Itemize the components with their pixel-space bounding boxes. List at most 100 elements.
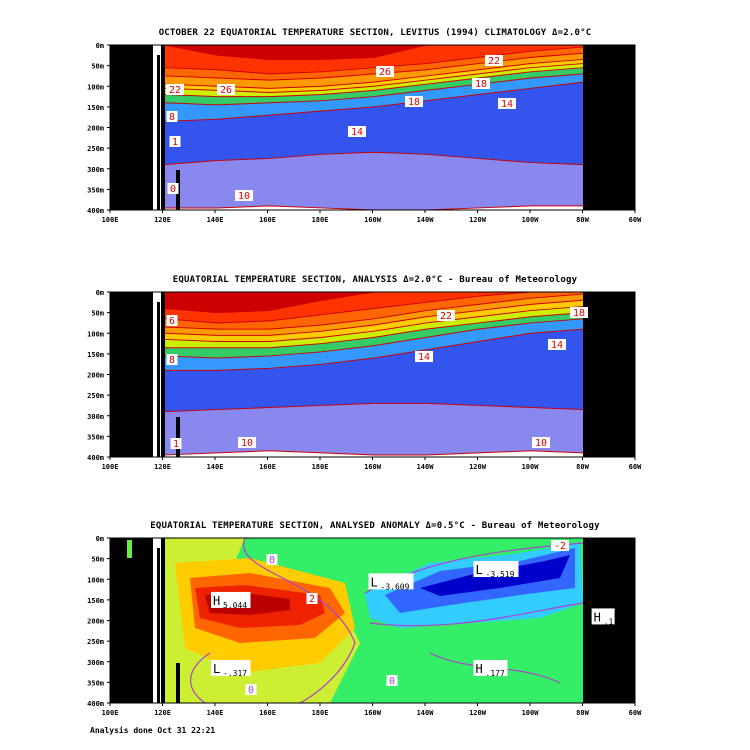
y-tick-label: 250m	[87, 392, 104, 400]
extremum-value: .177	[486, 669, 505, 678]
x-tick-label: 60W	[629, 216, 642, 224]
contour-label-box	[437, 310, 455, 321]
contour-label-box	[217, 84, 235, 95]
contour-label-box	[348, 126, 366, 137]
x-tick-label: 180E	[312, 216, 329, 224]
contour-label-box	[245, 684, 257, 695]
contour-label-box	[238, 437, 256, 448]
isotherm-line-26	[164, 291, 583, 324]
isotherm-line-16	[164, 73, 584, 106]
contour-label: 1	[173, 439, 179, 450]
y-tick-label: 0m	[96, 535, 104, 543]
x-tick-label: 60W	[629, 709, 642, 717]
contour-label: 14	[551, 340, 563, 351]
contour-label-box	[306, 593, 318, 604]
contour-label-box	[266, 554, 278, 565]
extremum-H: H	[213, 594, 220, 608]
y-tick-label: 50m	[91, 556, 104, 564]
island-spike	[176, 417, 180, 457]
isotherm-line-12	[164, 151, 584, 166]
y-tick-label: 100m	[87, 83, 104, 91]
extremum-L: L	[371, 575, 378, 589]
island-spike	[157, 548, 160, 703]
contour-label: 18	[408, 97, 420, 108]
extremum-value: -3.609	[381, 582, 410, 591]
contour-label: 2	[309, 594, 315, 605]
isotherm-line-14	[165, 328, 584, 371]
y-tick-label: 50m	[91, 63, 104, 71]
extremum-box	[211, 591, 251, 608]
contour-label: 14	[501, 99, 513, 110]
isotherm-line-16	[164, 318, 584, 359]
island-spike	[157, 55, 160, 210]
x-tick-label: 140E	[207, 216, 224, 224]
y-tick-label: 200m	[87, 372, 104, 380]
y-tick-label: 50m	[91, 310, 104, 318]
contour-label-box	[235, 190, 253, 201]
y-tick-label: 300m	[87, 659, 104, 667]
x-tick-label: 160E	[259, 216, 276, 224]
y-tick-label: 100m	[87, 330, 104, 338]
x-tick-label: 180E	[312, 709, 329, 717]
isotherm-band-28	[165, 292, 583, 313]
x-tick-label: 120E	[154, 216, 171, 224]
contour-label: 14	[351, 127, 363, 138]
extremum-value: -.317	[223, 669, 247, 678]
isotherm-line-14	[164, 81, 584, 122]
contour-label: 22	[440, 311, 452, 322]
isotherm-line-12	[164, 402, 584, 413]
contour-label: 18	[573, 308, 585, 319]
contour-label-box	[498, 98, 516, 109]
extremum-box	[368, 573, 414, 590]
contour-label-box	[472, 78, 490, 89]
isotherm-line-18	[164, 67, 584, 98]
y-tick-label: 350m	[87, 679, 104, 687]
x-tick-label: 140W	[417, 463, 435, 471]
contour-label-box	[166, 354, 178, 365]
x-tick-label: 120W	[469, 709, 487, 717]
contour-label: 22	[488, 56, 500, 67]
contour-label: 0	[248, 685, 254, 696]
zero-contour	[369, 602, 584, 627]
contour-label-box	[532, 437, 550, 448]
x-tick-label: 120E	[154, 463, 171, 471]
x-tick-label: 100E	[102, 709, 119, 717]
x-tick-label: 120W	[469, 216, 487, 224]
land-east	[583, 45, 635, 210]
contour-label-box	[376, 66, 394, 77]
y-tick-label: 400m	[87, 700, 104, 708]
contour-label-box	[548, 339, 566, 350]
contour-label: 26	[379, 67, 391, 78]
x-tick-label: 100W	[522, 709, 540, 717]
contour-label: 10	[535, 438, 547, 449]
x-tick-label: 100E	[102, 463, 119, 471]
isotherm-line-20	[164, 305, 584, 342]
y-tick-label: 350m	[87, 433, 104, 441]
x-tick-label: 100E	[102, 216, 119, 224]
coastal-strip	[127, 540, 132, 558]
x-tick-label: 120W	[469, 463, 487, 471]
contour-label-box	[570, 307, 588, 318]
x-tick-label: 80W	[576, 463, 589, 471]
contour-label: 8	[169, 355, 175, 366]
extremum-L: L	[476, 563, 483, 577]
y-tick-label: 250m	[87, 145, 104, 153]
contour-label-box	[166, 84, 184, 95]
contour-label: 10	[241, 438, 253, 449]
x-tick-label: 160W	[364, 216, 382, 224]
x-tick-label: 100W	[522, 216, 540, 224]
x-tick-label: 140E	[207, 709, 224, 717]
contour-label-box	[415, 351, 433, 362]
contour-label-box	[169, 136, 181, 147]
zero-contour	[190, 652, 211, 704]
island-spike	[157, 302, 160, 457]
x-tick-label: 160W	[364, 463, 382, 471]
panel1-chart: 2622262218181414108100m50m100m150m200m25…	[87, 42, 642, 224]
isotherm-line-26	[164, 46, 584, 75]
panel2-chart: 6 22 18 8 14 14 10 10 1 0m 50m 100m 150m 200m 250m 300m…	[87, 289, 642, 471]
contour-label: 6	[169, 316, 175, 327]
x-tick-label: 140W	[417, 216, 435, 224]
extremum-L: L	[213, 662, 220, 676]
x-tick-label: 120E	[154, 709, 171, 717]
